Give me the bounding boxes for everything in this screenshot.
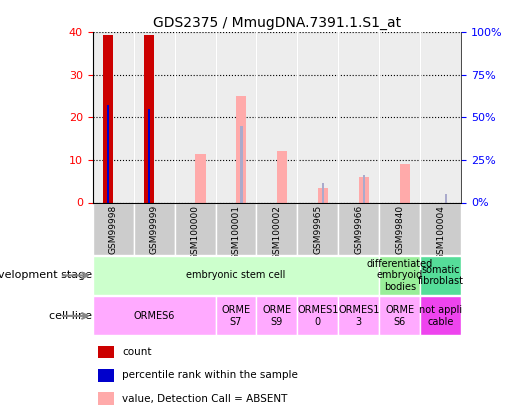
- Bar: [322, 183, 324, 202]
- Text: ORMES1
0: ORMES1 0: [297, 305, 339, 327]
- Bar: [174, 32, 216, 202]
- Text: GSM99966: GSM99966: [354, 205, 363, 254]
- Text: ORME
S6: ORME S6: [385, 305, 414, 327]
- Bar: [297, 296, 338, 335]
- Bar: [363, 175, 365, 202]
- Text: embryonic stem cell: embryonic stem cell: [187, 271, 286, 280]
- Text: GSM100000: GSM100000: [191, 205, 200, 260]
- Bar: [93, 32, 134, 202]
- Bar: [93, 256, 379, 295]
- Text: GSM100001: GSM100001: [232, 205, 241, 260]
- Text: GSM100004: GSM100004: [436, 205, 445, 260]
- Bar: [420, 32, 461, 202]
- Bar: [445, 194, 447, 202]
- Bar: [420, 202, 461, 255]
- Title: GDS2375 / MmugDNA.7391.1.S1_at: GDS2375 / MmugDNA.7391.1.S1_at: [153, 16, 401, 30]
- Text: value, Detection Call = ABSENT: value, Detection Call = ABSENT: [122, 394, 287, 403]
- Text: ORME
S9: ORME S9: [262, 305, 292, 327]
- Bar: [134, 32, 174, 202]
- Bar: [338, 296, 379, 335]
- Text: GSM100002: GSM100002: [272, 205, 281, 260]
- Bar: [318, 188, 328, 202]
- Bar: [216, 202, 257, 255]
- Bar: [240, 126, 243, 202]
- Bar: [144, 34, 154, 202]
- Bar: [107, 104, 109, 202]
- Bar: [257, 202, 297, 255]
- Bar: [174, 202, 216, 255]
- Bar: [236, 96, 246, 202]
- Text: ORMES6: ORMES6: [134, 311, 175, 321]
- Text: GSM99840: GSM99840: [395, 205, 404, 254]
- Bar: [257, 32, 297, 202]
- Text: GSM99998: GSM99998: [109, 205, 118, 254]
- Bar: [359, 177, 369, 202]
- Bar: [379, 296, 420, 335]
- Bar: [93, 296, 216, 335]
- Text: not appli
cable: not appli cable: [419, 305, 462, 327]
- Bar: [216, 296, 257, 335]
- Bar: [297, 32, 338, 202]
- Bar: [134, 202, 174, 255]
- Bar: [338, 32, 379, 202]
- Text: cell line: cell line: [49, 311, 92, 321]
- Bar: [297, 202, 338, 255]
- Bar: [379, 32, 420, 202]
- Text: differentiated
embryoid
bodies: differentiated embryoid bodies: [367, 259, 433, 292]
- Text: count: count: [122, 347, 152, 357]
- Bar: [257, 296, 297, 335]
- Bar: [195, 153, 206, 202]
- Bar: [338, 202, 379, 255]
- Text: development stage: development stage: [0, 271, 92, 280]
- Text: somatic
fibroblast: somatic fibroblast: [418, 264, 464, 286]
- Text: percentile rank within the sample: percentile rank within the sample: [122, 371, 298, 380]
- Bar: [147, 109, 150, 202]
- Bar: [93, 202, 134, 255]
- Text: GSM99965: GSM99965: [313, 205, 322, 254]
- Bar: [379, 202, 420, 255]
- Bar: [379, 256, 420, 295]
- Bar: [420, 296, 461, 335]
- Bar: [277, 151, 287, 202]
- Text: GSM99999: GSM99999: [149, 205, 158, 254]
- Text: ORME
S7: ORME S7: [222, 305, 251, 327]
- Bar: [216, 32, 257, 202]
- Text: ORMES1
3: ORMES1 3: [338, 305, 379, 327]
- Bar: [103, 34, 113, 202]
- Bar: [400, 164, 410, 202]
- Bar: [420, 256, 461, 295]
